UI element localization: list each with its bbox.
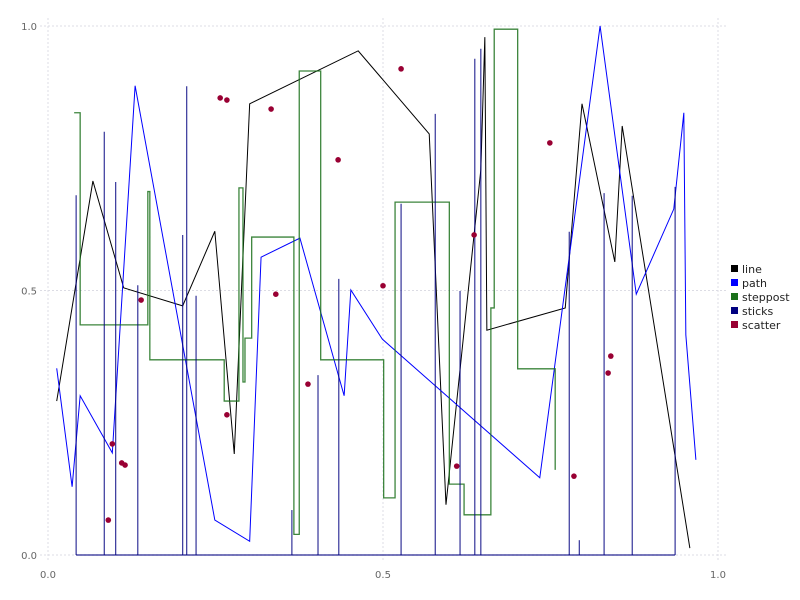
scatter-point	[105, 517, 112, 523]
scatter-point	[608, 353, 614, 359]
legend-label-line: line	[742, 263, 762, 276]
series-path	[56, 25, 697, 543]
legend-label-path: path	[742, 277, 767, 290]
scatter-point	[109, 441, 116, 447]
scatter-point	[380, 282, 386, 289]
legend-label-sticks: sticks	[742, 305, 774, 318]
series-sticks	[75, 48, 676, 556]
scatter-point	[268, 106, 274, 112]
series-steppost	[74, 28, 556, 536]
legend-label-steppost: steppost	[742, 291, 790, 304]
y-tick-label: 0.5	[21, 287, 37, 298]
scatter-point	[547, 140, 553, 146]
series-line	[56, 37, 691, 549]
x-tick-label: 0.0	[40, 570, 56, 581]
series-scatter	[105, 66, 614, 523]
scatter-point	[305, 381, 311, 387]
x-tick-label: 0.5	[375, 570, 391, 581]
scatter-point	[398, 66, 404, 72]
scatter-point	[605, 370, 611, 376]
scatter-point	[138, 297, 144, 303]
y-axis-ticks: 0.0 0.5 1.0	[21, 22, 37, 562]
scatter-point	[273, 291, 279, 298]
scatter-point	[122, 462, 128, 468]
scatter-point	[335, 157, 341, 163]
legend-swatch-sticks	[731, 307, 738, 314]
path-polyline	[56, 25, 697, 543]
legend-label-scatter: scatter	[742, 319, 781, 332]
series-layer	[56, 25, 697, 556]
legend-swatch-line	[731, 265, 738, 272]
x-axis-ticks: 0.0 0.5 1.0	[40, 570, 726, 581]
legend-swatch-steppost	[731, 293, 738, 300]
scatter-point	[471, 232, 477, 238]
scatter-point	[571, 473, 577, 479]
scatter-point	[224, 412, 230, 418]
y-tick-label: 1.0	[21, 22, 37, 33]
y-tick-label: 0.0	[21, 551, 37, 562]
legend-swatch-path	[731, 279, 738, 286]
legend-swatch-scatter	[731, 321, 738, 328]
scatter-point	[453, 463, 460, 469]
line-polyline	[56, 37, 691, 549]
scatter-point	[224, 97, 230, 103]
steppost-polyline	[74, 28, 556, 536]
x-tick-label: 1.0	[710, 570, 726, 581]
scatter-point	[217, 95, 223, 101]
